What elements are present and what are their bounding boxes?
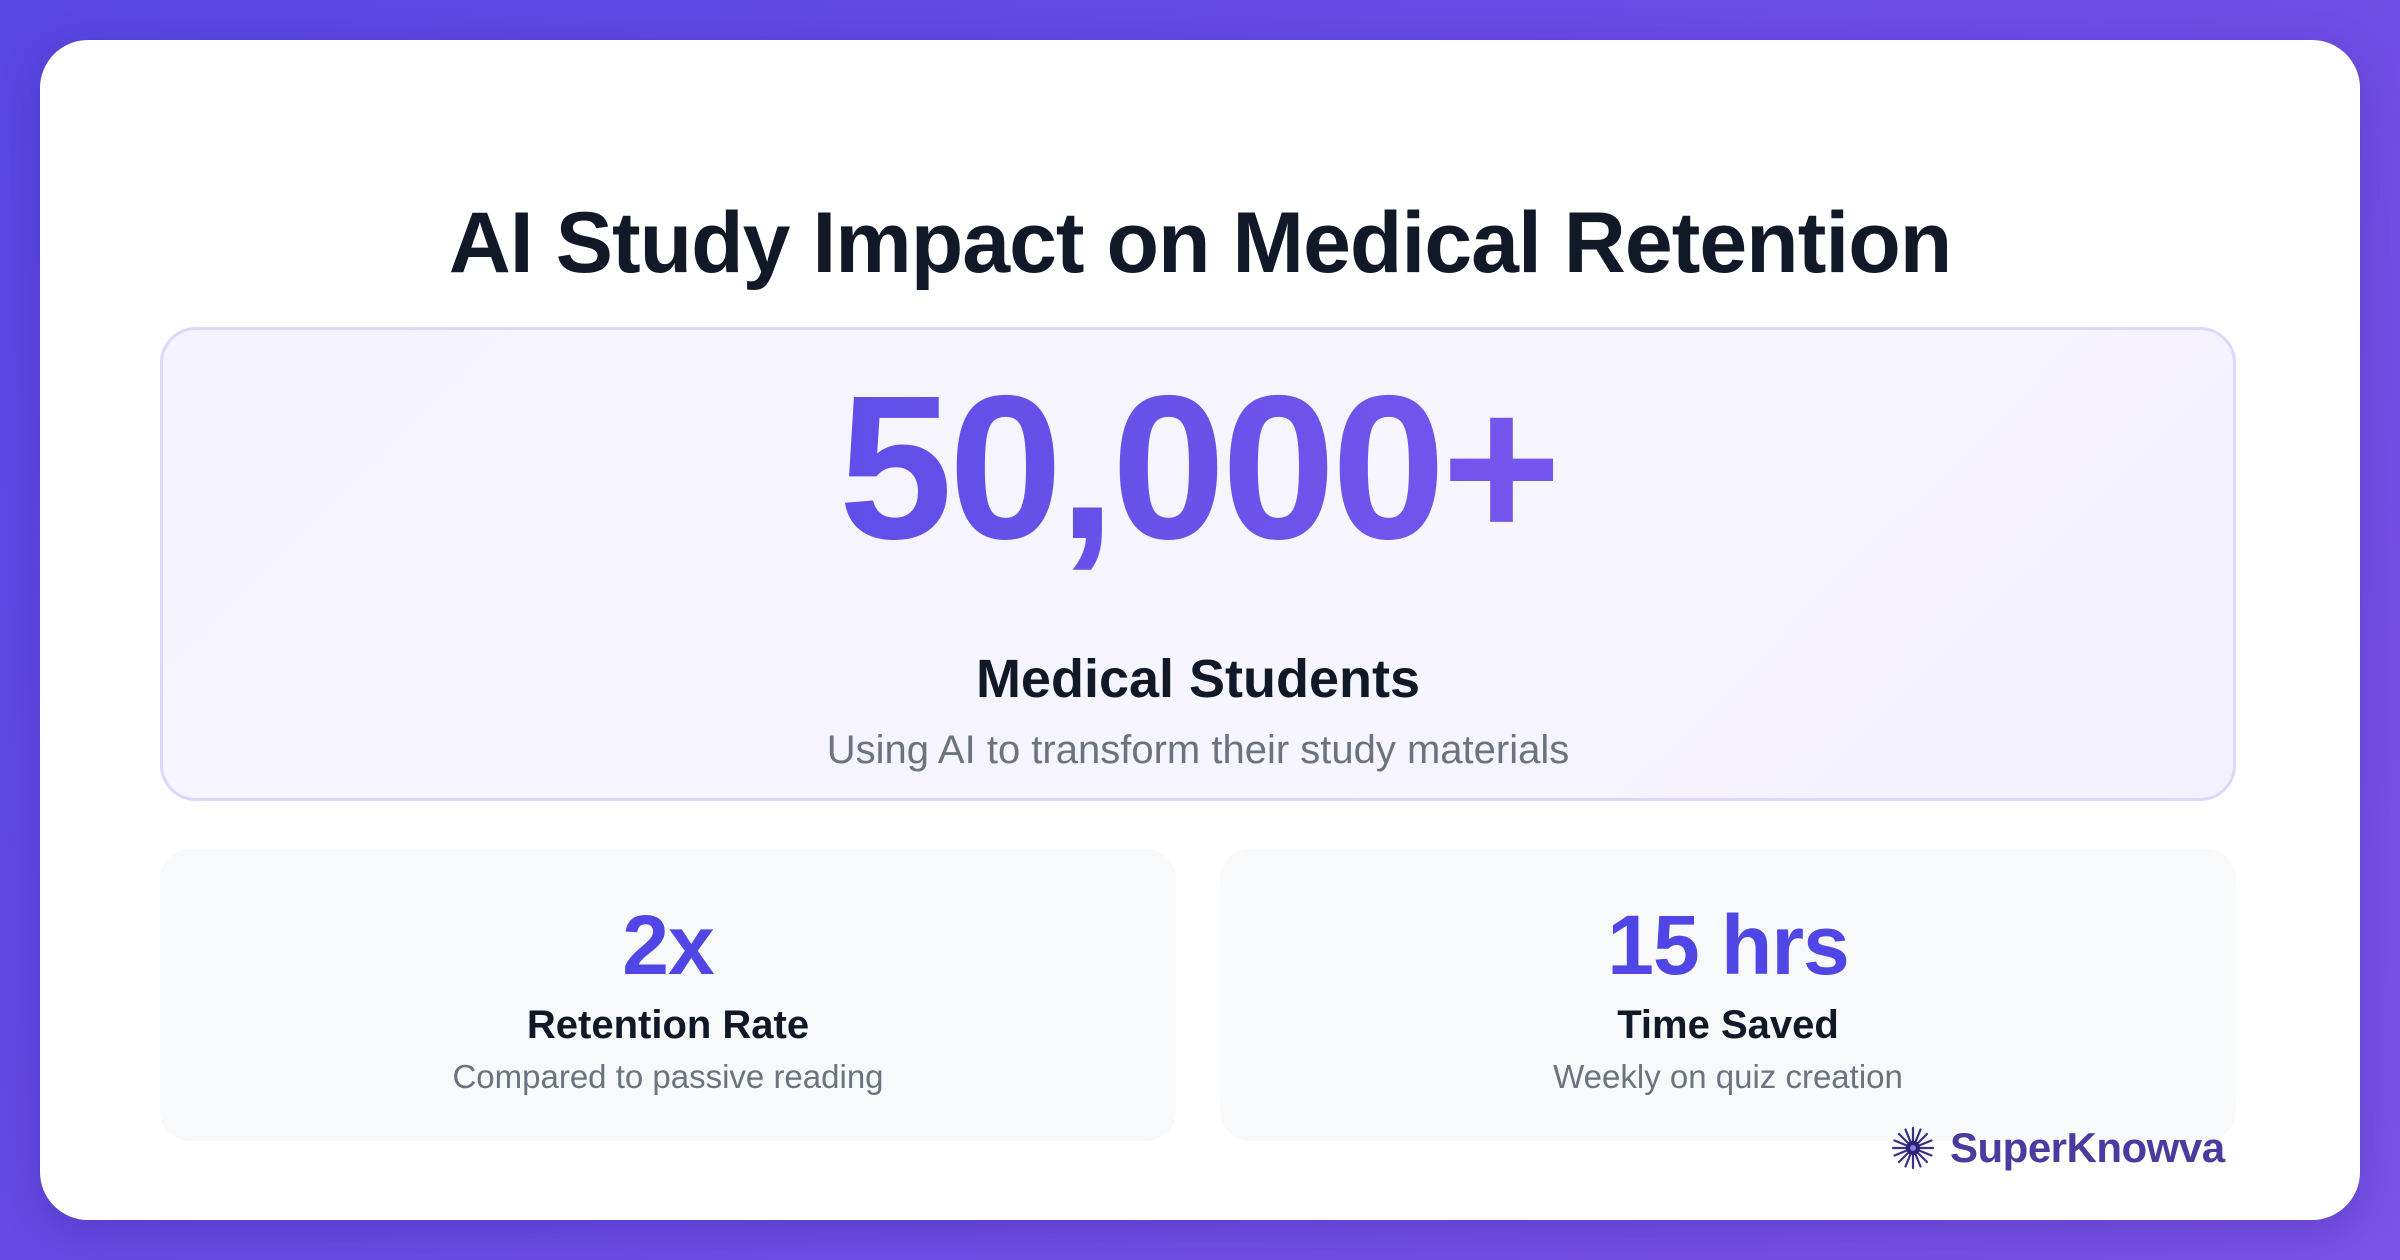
infographic-card: AI Study Impact on Medical Retention 50,… [40, 40, 2360, 1220]
hero-stat-description: Using AI to transform their study materi… [826, 728, 1570, 772]
stat-label: Time Saved [1617, 1003, 1839, 1047]
starburst-logo-icon [1891, 1126, 1935, 1170]
stat-description: Compared to passive reading [452, 1058, 884, 1095]
hero-stat-value: 50,000+ [163, 350, 2233, 586]
stat-card-time-saved: 15 hrs Time Saved Weekly on quiz creatio… [1220, 849, 2236, 1141]
stat-value: 15 hrs [1607, 898, 1850, 992]
hero-stat-panel: 50,000+ Medical Students Using AI to tra… [160, 327, 2236, 801]
brand-name: SuperKnowva [1950, 1124, 2225, 1171]
hero-stat-label: Medical Students [975, 649, 1421, 709]
stat-value: 2x [622, 898, 714, 992]
stat-description: Weekly on quiz creation [1553, 1058, 1903, 1095]
brand-logo: SuperKnowva [1890, 1118, 2225, 1178]
page-title: AI Study Impact on Medical Retention [448, 195, 1953, 291]
stat-card-retention: 2x Retention Rate Compared to passive re… [160, 849, 1176, 1141]
stat-label: Retention Rate [526, 1003, 810, 1047]
